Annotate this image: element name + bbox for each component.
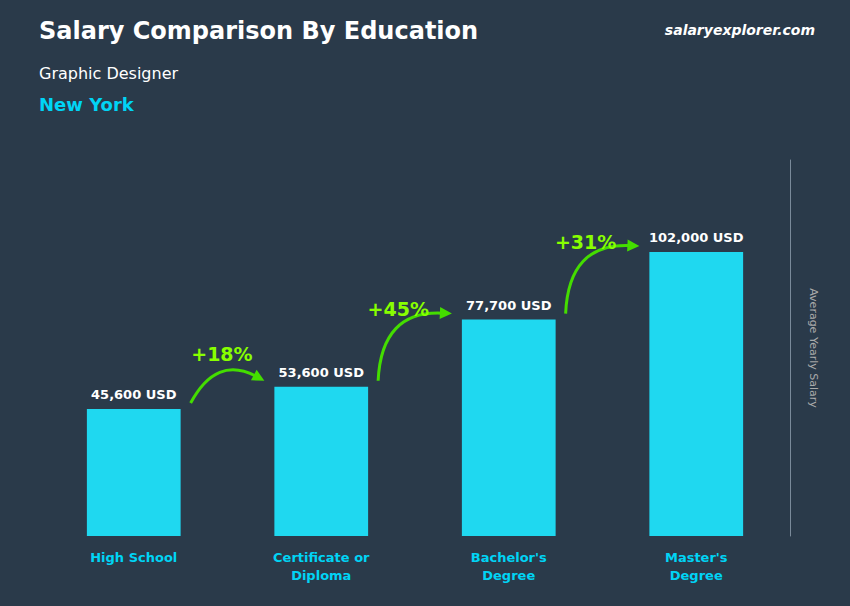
svg-text:New York: New York: [39, 94, 135, 115]
svg-text:Certificate or: Certificate or: [273, 550, 370, 565]
svg-text:High School: High School: [90, 550, 177, 565]
svg-text:45,600 USD: 45,600 USD: [91, 387, 177, 402]
svg-text:+31%: +31%: [555, 231, 616, 253]
svg-text:salaryexplorer.com: salaryexplorer.com: [665, 22, 815, 38]
svg-text:Degree: Degree: [670, 568, 723, 583]
svg-text:Graphic Designer: Graphic Designer: [39, 64, 178, 83]
svg-text:Salary Comparison By Education: Salary Comparison By Education: [39, 17, 478, 45]
svg-text:+18%: +18%: [191, 343, 252, 365]
svg-text:Degree: Degree: [482, 568, 535, 583]
svg-text:53,600 USD: 53,600 USD: [279, 365, 365, 380]
svg-text:+45%: +45%: [368, 298, 429, 320]
svg-text:Bachelor's: Bachelor's: [471, 550, 547, 565]
svg-text:77,700 USD: 77,700 USD: [466, 298, 552, 313]
svg-text:Average Yearly Salary: Average Yearly Salary: [807, 288, 820, 408]
svg-text:Master's: Master's: [665, 550, 728, 565]
svg-text:102,000 USD: 102,000 USD: [649, 230, 744, 245]
svg-text:Diploma: Diploma: [291, 568, 351, 583]
